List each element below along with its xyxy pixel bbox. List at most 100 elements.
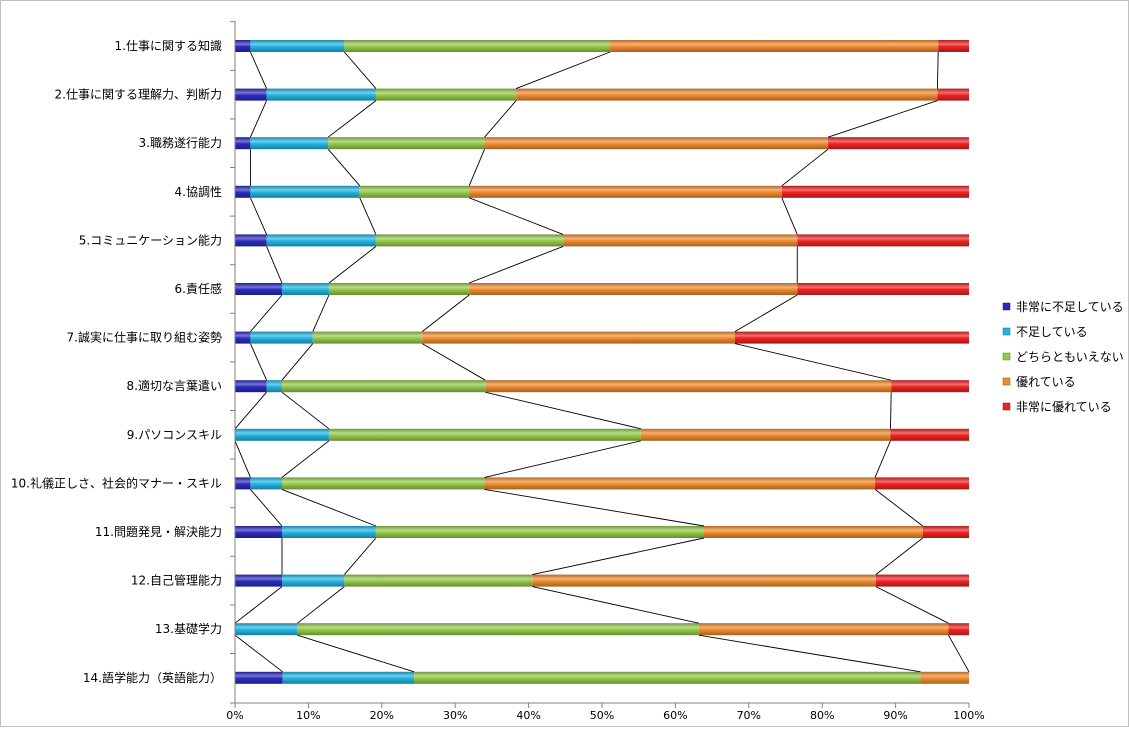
bar-segment (250, 137, 329, 150)
series-line (515, 51, 611, 90)
bar-segment (235, 40, 251, 52)
bar-segment (235, 623, 298, 636)
category-label: 9.パソコンスキル (127, 428, 222, 442)
bar-segment (781, 185, 969, 198)
bar-segment (937, 88, 969, 101)
bar-segment (359, 185, 470, 198)
bar-segment (375, 88, 517, 101)
bar-segment (235, 671, 283, 684)
bar-segment (484, 477, 876, 490)
bar-segment (235, 428, 329, 441)
x-tick-label: 50% (590, 709, 614, 722)
bar-segment (312, 331, 423, 344)
bar-segment (282, 671, 415, 684)
bar-segment (235, 380, 267, 393)
series-line (948, 634, 970, 673)
bar-segment (422, 331, 735, 344)
bar-segment (734, 331, 969, 344)
bar-segment (266, 88, 376, 101)
bar-segment (297, 623, 699, 636)
bar-segment (266, 234, 376, 247)
series-line (485, 391, 642, 430)
legend-label: どちらともいえない (1016, 350, 1124, 364)
series-line (484, 488, 705, 527)
bar-segment (704, 526, 923, 538)
series-line (281, 440, 330, 478)
series-line (234, 586, 283, 624)
bar-segment (797, 283, 969, 295)
series-lines (234, 51, 970, 673)
bar-segment (922, 526, 969, 538)
bar-segment (610, 40, 939, 52)
bar-segment (375, 234, 564, 247)
series-line (936, 51, 939, 89)
series-line (532, 586, 699, 624)
bar-segment (235, 331, 251, 344)
series-line (359, 197, 377, 235)
series-line (781, 197, 798, 235)
bar-segment (328, 283, 470, 295)
x-tick-label: 40% (516, 709, 540, 722)
series-line (234, 440, 251, 478)
legend-label: 優れている (1016, 375, 1076, 389)
bar-segment (250, 40, 345, 52)
series-line (468, 245, 564, 284)
category-label: 3.職務遂行能力 (139, 136, 222, 150)
series-line (250, 51, 267, 89)
series-line (297, 586, 345, 624)
bar-segment (920, 671, 969, 684)
bar-segment (516, 88, 938, 101)
bar-segment (235, 137, 251, 150)
series-line (484, 100, 517, 138)
category-label: 1.仕事に関する知識 (115, 39, 222, 53)
bar-segment (328, 137, 485, 150)
bar-segment (484, 137, 829, 150)
bar-segment (344, 574, 533, 587)
category-label: 10.礼儀正しさ、社会的マナー・スキル (11, 475, 222, 490)
series-line (421, 343, 486, 381)
series-line (421, 294, 470, 332)
bar-segment (344, 40, 611, 52)
series-line (344, 51, 377, 89)
series-line (250, 197, 267, 235)
x-tick-label: 30% (443, 709, 467, 722)
bar-segment (281, 574, 345, 587)
series-line (875, 537, 924, 575)
x-tick-label: 0% (226, 709, 243, 722)
legend-swatch (1002, 402, 1011, 411)
series-line (874, 489, 924, 527)
category-label: 13.基礎学力 (155, 621, 222, 636)
legend-label: 不足している (1016, 325, 1088, 339)
series-line (281, 343, 314, 381)
bar-segment (235, 574, 282, 587)
series-line (281, 488, 377, 527)
bar-segment (797, 234, 969, 247)
bar-segment (890, 428, 969, 441)
series-line (250, 100, 267, 138)
series-line (468, 197, 564, 235)
series-line (734, 343, 892, 381)
series-line (327, 100, 377, 138)
bar-segment (469, 283, 798, 295)
category-label: 6.責任感 (175, 281, 222, 296)
bar-segment (875, 477, 969, 490)
bar-segment (281, 283, 329, 295)
series-line (327, 148, 361, 187)
bar-segment (414, 671, 921, 684)
legend-swatch (1002, 377, 1011, 386)
series-line (827, 100, 938, 138)
series-line (468, 149, 485, 186)
bar-segment (828, 137, 969, 150)
bar-segment (875, 574, 969, 587)
bar-segment (281, 477, 485, 490)
series-line (698, 634, 921, 673)
series-line (250, 343, 267, 381)
series-line (328, 246, 377, 284)
bar-segment (250, 477, 282, 490)
legend-label: 非常に不足している (1016, 300, 1124, 314)
bar-segment (328, 428, 641, 441)
bar-segment (891, 380, 969, 393)
